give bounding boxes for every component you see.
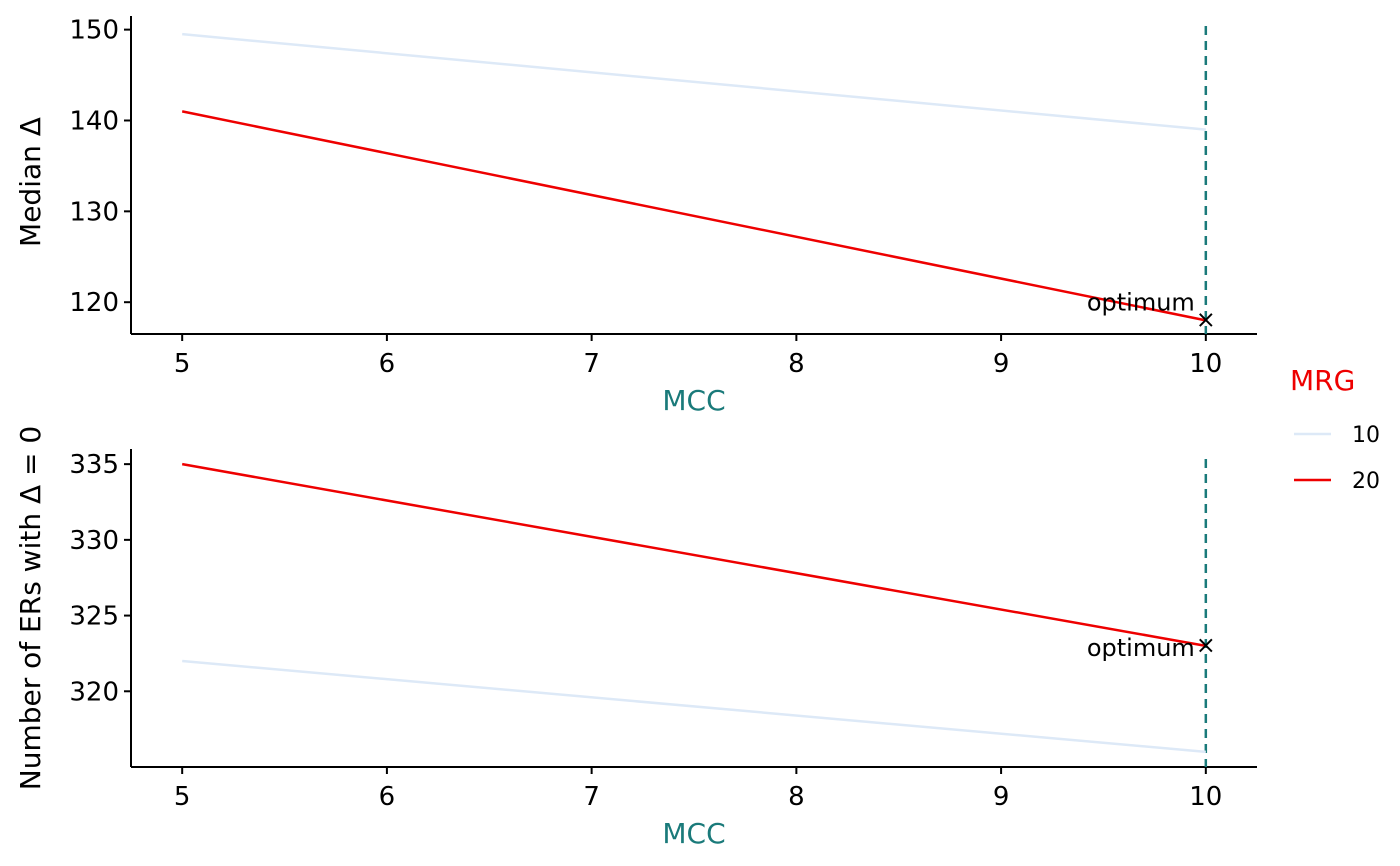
x-tick-label: 5 bbox=[174, 782, 191, 812]
x-tick-label: 8 bbox=[788, 349, 805, 379]
x-tick-label: 8 bbox=[788, 782, 805, 812]
x-tick-label: 7 bbox=[583, 782, 600, 812]
series-line-10 bbox=[182, 32, 1206, 131]
y-tick-label: 335 bbox=[69, 450, 119, 480]
x-axis-title-bottom: MCC bbox=[662, 817, 725, 850]
legend: MRG 10 20 bbox=[1290, 364, 1380, 494]
x-tick-label: 10 bbox=[1189, 782, 1222, 812]
optimum-label: optimum bbox=[1087, 634, 1195, 662]
legend-label-10: 10 bbox=[1352, 423, 1380, 448]
y-tick-label: 325 bbox=[69, 602, 119, 632]
x-tick-label: 6 bbox=[379, 349, 396, 379]
y-tick-label: 150 bbox=[69, 16, 119, 46]
legend-title: MRG bbox=[1290, 364, 1355, 397]
x-tick-label: 5 bbox=[174, 349, 191, 379]
optimum-marker: × bbox=[1196, 305, 1216, 333]
x-tick-label: 6 bbox=[379, 782, 396, 812]
optimum-marker: × bbox=[1196, 631, 1216, 659]
x-tick-label: 7 bbox=[583, 349, 600, 379]
y-axis-title-ers: Number of ERs with Δ = 0 bbox=[14, 426, 47, 790]
y-tick-label: 120 bbox=[69, 288, 119, 318]
x-tick-label: 9 bbox=[993, 782, 1010, 812]
series-line-20 bbox=[181, 110, 1207, 322]
y-axis-title-median: Median Δ bbox=[14, 117, 47, 247]
x-axis-title-top: MCC bbox=[662, 384, 725, 417]
y-tick-label: 320 bbox=[69, 677, 119, 707]
ers-count-panel: 320 325 330 335 5 6 7 8 9 10 ×optimum bbox=[69, 449, 1257, 812]
legend-label-20: 20 bbox=[1352, 469, 1380, 494]
y-tick-label: 140 bbox=[69, 106, 119, 136]
x-tick-label: 9 bbox=[993, 349, 1010, 379]
median-delta-panel: 120 130 140 150 5 6 7 8 9 10 ×optimum bbox=[69, 16, 1257, 379]
y-tick-label: 130 bbox=[69, 197, 119, 227]
optimum-label: optimum bbox=[1087, 288, 1195, 316]
series-line-10 bbox=[182, 659, 1206, 754]
y-tick-label: 330 bbox=[69, 526, 119, 556]
series-line-20 bbox=[181, 462, 1207, 648]
x-tick-label: 10 bbox=[1189, 349, 1222, 379]
